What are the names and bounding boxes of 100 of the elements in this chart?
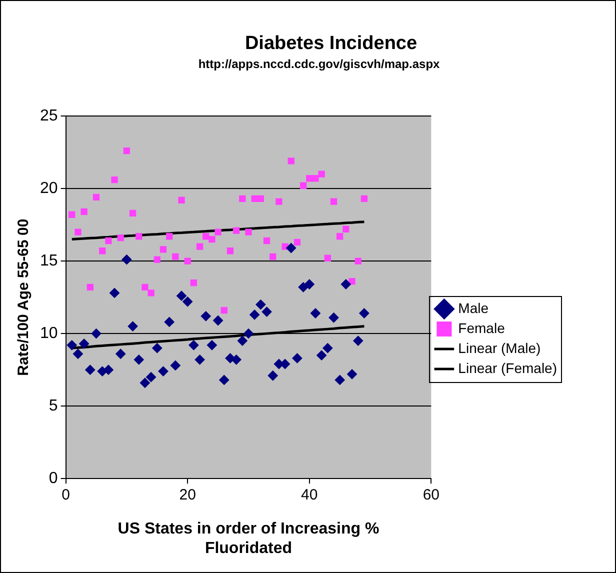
point	[170, 360, 180, 370]
point	[288, 158, 294, 164]
point	[318, 170, 325, 178]
point	[208, 236, 216, 243]
point	[263, 237, 270, 244]
point	[172, 253, 179, 260]
chart-title: Diabetes Incidence	[244, 33, 418, 54]
point	[300, 182, 307, 189]
point	[190, 279, 198, 286]
legend-label: Linear (Male)	[458, 340, 541, 356]
point	[178, 196, 185, 204]
x-tick-label: 40	[301, 486, 318, 504]
point	[103, 364, 114, 375]
point	[294, 238, 301, 246]
point	[334, 374, 345, 385]
point	[348, 278, 356, 285]
point	[359, 308, 370, 318]
point	[226, 248, 234, 254]
point	[91, 328, 102, 339]
point	[304, 279, 314, 290]
point	[86, 284, 94, 290]
y-tick-label: 10	[40, 324, 58, 342]
legend-label: Male	[458, 300, 489, 316]
point	[117, 234, 124, 242]
point	[154, 256, 160, 263]
point	[360, 195, 368, 202]
legend-label: Female	[458, 320, 506, 336]
point	[146, 372, 156, 382]
point	[298, 282, 308, 292]
point	[353, 336, 364, 346]
point	[122, 254, 132, 265]
x-tick-label: 60	[422, 486, 440, 504]
y-axis-title: Rate/100 Age 55-65 00	[15, 218, 32, 376]
point	[220, 307, 228, 314]
point	[128, 321, 138, 332]
point	[85, 364, 96, 375]
point	[342, 226, 350, 232]
point	[129, 210, 136, 217]
point	[79, 338, 90, 349]
point	[310, 308, 320, 318]
point	[72, 348, 83, 359]
y-tick-label: 20	[40, 180, 58, 197]
point	[66, 340, 77, 350]
point	[268, 370, 278, 381]
point	[123, 147, 130, 154]
point	[184, 258, 191, 264]
point	[324, 254, 331, 262]
point	[182, 296, 193, 307]
point	[219, 374, 230, 385]
point	[354, 258, 362, 264]
y-tick-label: 25	[40, 107, 58, 124]
point	[239, 195, 246, 202]
point	[336, 233, 344, 240]
point	[237, 336, 248, 346]
point	[322, 343, 333, 354]
point	[158, 366, 168, 376]
point	[202, 233, 210, 240]
x-tick-label: 20	[179, 486, 196, 504]
point	[142, 284, 148, 290]
point	[196, 243, 204, 250]
point	[110, 288, 120, 298]
point	[347, 369, 358, 380]
point	[328, 312, 339, 323]
point	[152, 343, 162, 354]
point	[292, 353, 302, 364]
point	[213, 316, 224, 326]
point	[257, 195, 264, 202]
y-tick-label: 5	[48, 397, 58, 414]
x-tick-label: 0	[62, 486, 70, 504]
point	[111, 176, 118, 184]
point	[286, 242, 296, 253]
point	[99, 248, 106, 254]
point	[166, 233, 173, 240]
point	[270, 253, 276, 260]
x-axis-title: US States in order of Increasing % Fluoridated	[118, 520, 380, 557]
point	[74, 228, 82, 236]
point	[250, 310, 260, 320]
point	[312, 175, 319, 182]
point	[330, 198, 338, 205]
point	[232, 227, 240, 234]
point	[176, 290, 187, 301]
chart-subtitle: http://apps.nccd.cdc.gov/giscvh/map.aspx	[198, 57, 440, 71]
point	[231, 354, 242, 365]
point	[194, 354, 205, 365]
y-tick-label: 0	[48, 470, 58, 488]
legend-label: Linear (Female)	[458, 360, 558, 376]
point	[316, 350, 327, 360]
point	[251, 195, 258, 202]
point	[200, 311, 211, 322]
point	[164, 316, 174, 327]
point	[148, 290, 154, 296]
point	[92, 194, 100, 201]
point	[188, 340, 199, 350]
point	[160, 246, 167, 253]
point	[340, 279, 351, 290]
point	[80, 208, 88, 216]
point	[256, 300, 266, 310]
point	[68, 211, 76, 218]
point	[206, 340, 217, 350]
point	[243, 328, 254, 339]
